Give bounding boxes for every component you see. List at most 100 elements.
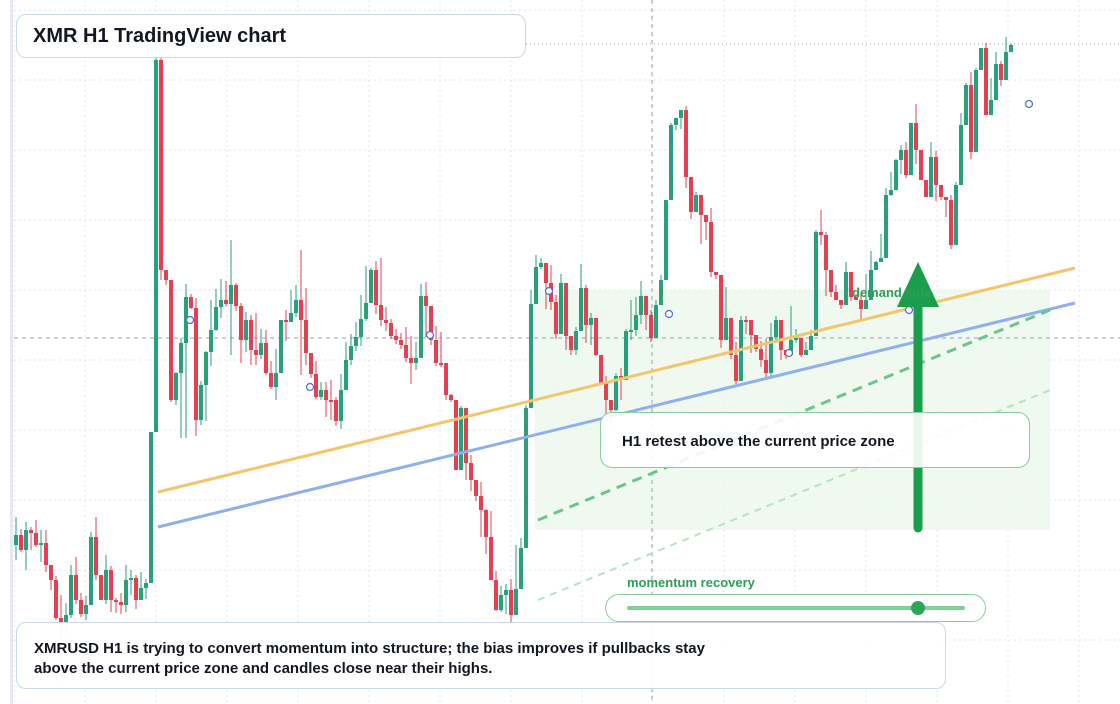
candle-up <box>369 270 373 303</box>
candle-up <box>809 336 813 350</box>
candle-up <box>414 358 418 363</box>
chart-title: XMR H1 TradingView chart <box>33 25 287 47</box>
candle-up <box>174 373 178 400</box>
candle-up <box>1004 52 1008 80</box>
candle-up <box>69 575 73 615</box>
candle-up <box>529 304 533 408</box>
candle-down <box>379 305 383 320</box>
candle-up <box>229 285 233 304</box>
candle-down <box>374 270 378 305</box>
candle-up <box>879 258 883 262</box>
candle-down <box>594 318 598 355</box>
candle-up <box>624 331 628 380</box>
candle-up <box>219 300 223 307</box>
candle-down <box>334 400 338 421</box>
left-edge-bar <box>10 0 13 704</box>
candle-down <box>479 496 483 510</box>
candle-down <box>949 200 953 245</box>
candle-down <box>969 85 973 152</box>
candle-up <box>359 319 363 337</box>
candle-up <box>14 535 18 545</box>
candle-down <box>914 123 918 150</box>
candle-up <box>894 160 898 190</box>
candle-down <box>839 300 843 305</box>
candle-up <box>929 157 933 197</box>
candle-down <box>194 308 198 420</box>
candle-up <box>524 408 528 548</box>
candle-up <box>154 60 158 432</box>
candle-up <box>889 190 893 195</box>
signal-marker <box>544 286 554 296</box>
candle-up <box>144 583 148 588</box>
candle-up <box>909 123 913 175</box>
candle-down <box>754 335 758 349</box>
candle-down <box>644 296 648 315</box>
candle-up <box>274 373 278 387</box>
candle-down <box>29 530 33 533</box>
candle-up <box>364 303 368 319</box>
candle-down <box>189 297 193 308</box>
candle-down <box>314 374 318 397</box>
candle-up <box>64 615 68 622</box>
candle-up <box>614 376 618 410</box>
candle-up <box>294 300 298 313</box>
candle-up <box>844 272 848 305</box>
candle-down <box>604 383 608 400</box>
candle-down <box>999 64 1003 80</box>
candle-down <box>324 390 328 400</box>
candle-down <box>444 363 448 395</box>
candle-up <box>179 343 183 373</box>
candle-down <box>109 570 113 600</box>
candle-down <box>599 355 603 383</box>
candle-up <box>974 70 978 152</box>
candle-down <box>584 288 588 325</box>
candle-down <box>649 315 653 338</box>
candle-up <box>669 125 673 200</box>
signal-marker <box>185 315 195 325</box>
candle-down <box>159 60 163 270</box>
candle-up <box>149 432 153 583</box>
candle-up <box>519 548 523 589</box>
candle-down <box>944 197 948 200</box>
candle-down <box>494 580 498 610</box>
candle-down <box>54 580 58 618</box>
candle-up <box>289 313 293 322</box>
candle-up <box>679 110 683 118</box>
candle-up <box>104 570 108 600</box>
candle-down <box>569 336 573 350</box>
candle-down <box>834 292 838 300</box>
candle-up <box>84 605 88 614</box>
candle-up <box>769 337 773 373</box>
candle-down <box>49 565 53 580</box>
candle-up <box>214 307 218 330</box>
candle-down <box>394 336 398 340</box>
candle-down <box>544 263 548 283</box>
momentum-knob[interactable] <box>910 601 925 615</box>
candle-down <box>764 360 768 373</box>
candle-down <box>859 300 863 309</box>
signal-marker <box>425 330 435 340</box>
candle-down <box>779 320 783 350</box>
demand-arrow-head <box>897 262 939 307</box>
candle-down <box>799 338 803 355</box>
demand-side-label: demand side <box>852 285 932 300</box>
candle-down <box>749 320 753 335</box>
candle-down <box>719 275 723 340</box>
momentum-slider[interactable] <box>605 594 986 622</box>
candle-down <box>399 340 403 345</box>
retest-callout: H1 retest above the current price zone <box>600 412 1030 468</box>
candle-down <box>734 355 738 381</box>
candle-down <box>409 358 413 363</box>
candle-up <box>39 543 43 545</box>
candle-down <box>239 306 243 340</box>
candle-down <box>484 510 488 537</box>
candle-down <box>134 578 138 600</box>
candle-up <box>964 85 968 125</box>
candle-down <box>439 363 443 365</box>
candle-up <box>874 262 878 270</box>
candle-down <box>854 297 858 300</box>
candle-up <box>574 331 578 350</box>
candle-up <box>659 280 663 305</box>
candle-down <box>469 463 473 480</box>
candle-up <box>559 283 563 334</box>
